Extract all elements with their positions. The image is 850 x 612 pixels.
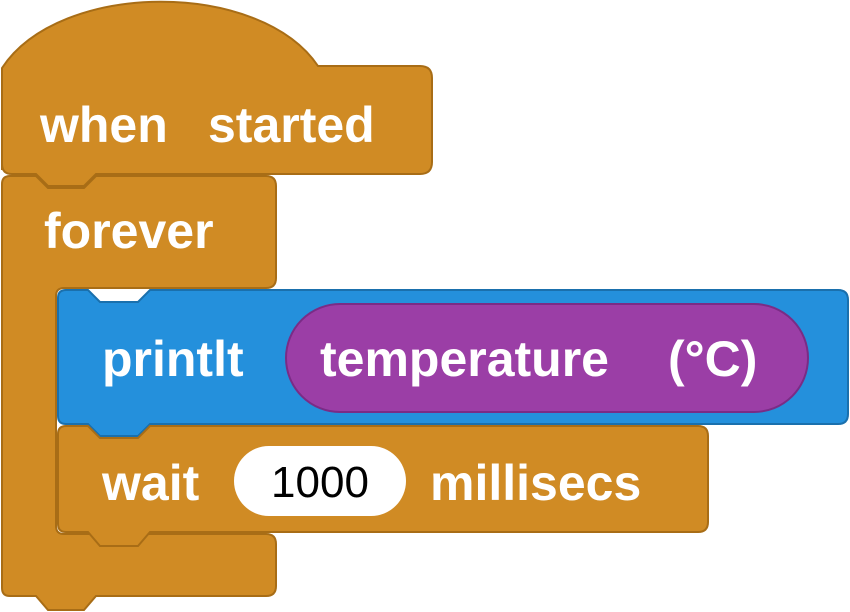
wait-duration-field[interactable] <box>234 446 406 516</box>
started-label: started <box>208 97 375 153</box>
wait-duration-input[interactable]: 1000 <box>234 446 406 516</box>
when-started-block[interactable]: when started <box>1 0 433 187</box>
when-started-block-shape <box>1 0 433 187</box>
temperature-reporter-shape <box>285 303 809 413</box>
forever-block[interactable]: forever <box>1 175 277 611</box>
wait-block[interactable]: wait 1000 millisecs <box>57 425 709 547</box>
forever-block-shape <box>1 175 277 611</box>
millisecs-label: millisecs <box>430 455 641 511</box>
printlt-label: printlt <box>102 331 244 387</box>
printlt-block[interactable]: printlt temperature (°C) <box>57 289 849 437</box>
forever-label: forever <box>44 203 214 259</box>
celsius-unit-label: (°C) <box>668 331 757 387</box>
wait-label: wait <box>101 455 200 511</box>
when-label: when <box>39 97 168 153</box>
wait-duration-value: 1000 <box>271 458 369 507</box>
temperature-label: temperature <box>320 331 609 387</box>
temperature-reporter[interactable]: temperature (°C) <box>285 303 809 413</box>
